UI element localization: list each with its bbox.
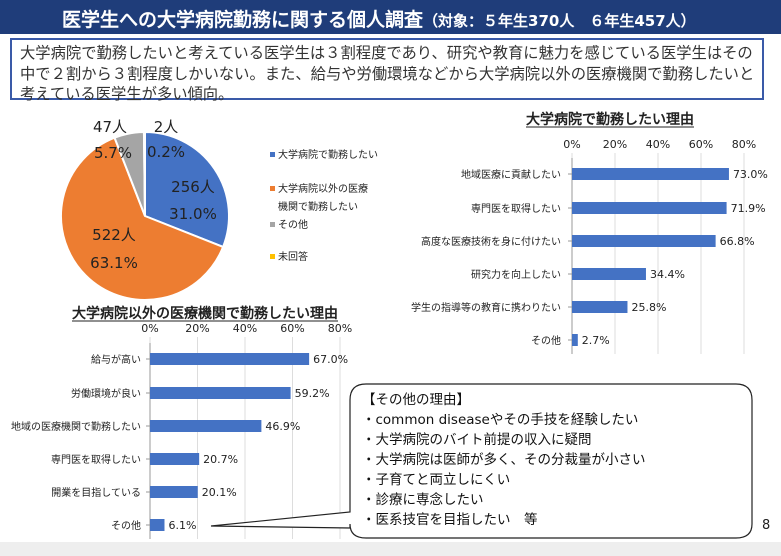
pie-legend-label-2: その他 xyxy=(278,218,308,231)
bar-other-value-label-3: 20.7% xyxy=(203,453,238,466)
pie-count-label-3: 2人 xyxy=(154,118,179,136)
bar-univ-bar-0 xyxy=(572,168,729,180)
page-number: 8 xyxy=(762,518,771,533)
pie-legend-swatch-3 xyxy=(270,254,275,259)
pie-count-label-1: 522人 xyxy=(92,226,136,244)
bar-other-bar-0 xyxy=(150,353,310,365)
bar-univ-tick-label-3: 60% xyxy=(689,138,713,151)
bar-univ-bar-5 xyxy=(572,334,578,346)
title-main-text: 医学生への大学病院勤務に関する個人調査 xyxy=(62,9,424,31)
bar-univ-bar-3 xyxy=(572,268,646,280)
bar-univ-category-label-3: 研究力を向上したい xyxy=(471,268,561,281)
callout-bubble xyxy=(210,383,753,539)
bar-other-bar-5 xyxy=(150,519,165,531)
pie-percent-label-1: 63.1% xyxy=(90,254,138,272)
bar-univ-category-label-1: 専門医を取得したい xyxy=(471,203,561,215)
bar-univ-tick-label-1: 20% xyxy=(603,138,627,151)
pie-legend-swatch-2 xyxy=(270,222,275,227)
callout-other-reasons: 【その他の理由】 ・common diseaseやその手技を経験したい ・大学病… xyxy=(362,392,646,528)
bar-univ-bar-2 xyxy=(572,235,716,247)
bar-other-tick-label-3: 60% xyxy=(280,322,304,335)
footer-strip xyxy=(0,542,781,556)
summary-box: 大学病院で勤務したいと考えている医学生は３割程度であり、研究や教育に魅力を感じて… xyxy=(10,38,764,103)
bar-other-tick-label-0: 0% xyxy=(141,322,158,335)
bar-other-title: 大学病院以外の医療機関で勤務したい理由 xyxy=(72,305,338,322)
pie-legend-swatch-1 xyxy=(270,186,275,191)
bar-univ-category-label-0: 地域医療に貢献したい xyxy=(461,168,561,181)
bar-other-value-label-0: 67.0% xyxy=(313,353,348,366)
title-bar: 医学生への大学病院勤務に関する個人調査（対象：５年生370人 ６年生457人） xyxy=(0,0,781,34)
bar-other-bar-4 xyxy=(150,486,198,498)
bar-other-category-label-3: 専門医を取得したい xyxy=(51,454,141,466)
bar-other-category-label-2: 地域の医療機関で勤務したい xyxy=(11,420,141,433)
bar-univ-value-label-3: 34.4% xyxy=(650,268,685,281)
bar-univ-category-label-2: 高度な医療技術を身に付けたい xyxy=(421,235,561,248)
bar-univ-value-label-2: 66.8% xyxy=(720,235,755,248)
bar-other-bar-1 xyxy=(150,387,291,399)
pie-percent-label-2: 5.7% xyxy=(94,144,132,162)
pie-legend-label-1: 大学病院以外の医療 xyxy=(278,182,368,195)
bar-other-category-label-4: 開業を目指している xyxy=(51,486,141,499)
bar-univ-bar-4 xyxy=(572,301,628,313)
bar-univ-value-label-1: 71.9% xyxy=(731,202,766,215)
bar-other-value-label-5: 6.1% xyxy=(168,519,196,532)
bar-univ-category-label-5: その他 xyxy=(531,334,561,347)
bar-univ-value-label-4: 25.8% xyxy=(631,301,666,314)
bar-univ-title: 大学病院で勤務したい理由 xyxy=(526,111,694,128)
bar-univ-value-label-0: 73.0% xyxy=(733,168,768,181)
bar-other-value-label-1: 59.2% xyxy=(295,387,330,400)
bar-other-tick-label-2: 40% xyxy=(233,322,257,335)
bar-univ-tick-label-4: 80% xyxy=(732,138,756,151)
pie-legend-swatch-0 xyxy=(270,152,275,157)
bar-other-value-label-2: 46.9% xyxy=(265,420,300,433)
bar-other-value-label-4: 20.1% xyxy=(202,486,237,499)
pie-legend-label-1-1: 機関で勤務したい xyxy=(278,200,358,213)
pie-legend-label-3: 未回答 xyxy=(278,250,308,263)
bar-other-tick-label-1: 20% xyxy=(185,322,209,335)
title-subtitle: （対象：５年生370人 ６年生457人） xyxy=(423,12,696,30)
bar-other-tick-label-4: 80% xyxy=(328,322,352,335)
page-title: 医学生への大学病院勤務に関する個人調査（対象：５年生370人 ６年生457人） xyxy=(62,5,696,32)
bar-other-category-label-5: その他 xyxy=(111,519,141,532)
pie-slice-1 xyxy=(60,136,225,301)
pie-slice-0 xyxy=(144,130,230,249)
pie-count-label-2: 47人 xyxy=(93,118,127,136)
pie-legend-label-0: 大学病院で勤務したい xyxy=(278,148,378,161)
pie-percent-label-3: 0.2% xyxy=(147,143,185,161)
bar-other-category-label-0: 給与が高い xyxy=(91,353,141,366)
bar-univ-category-label-4: 学生の指導等の教育に携わりたい xyxy=(411,301,561,314)
bar-other-bar-2 xyxy=(150,420,262,432)
pie-slice-3 xyxy=(142,130,146,217)
bar-other-bar-3 xyxy=(150,453,200,465)
bar-univ-value-label-5: 2.7% xyxy=(582,334,610,347)
bar-other-category-label-1: 労働環境が良い xyxy=(71,387,141,400)
pie-count-label-0: 256人 xyxy=(171,178,215,196)
bar-univ-tick-label-0: 0% xyxy=(563,138,580,151)
bar-univ-tick-label-2: 40% xyxy=(646,138,670,151)
pie-percent-label-0: 31.0% xyxy=(169,205,217,223)
bar-univ-bar-1 xyxy=(572,202,727,214)
